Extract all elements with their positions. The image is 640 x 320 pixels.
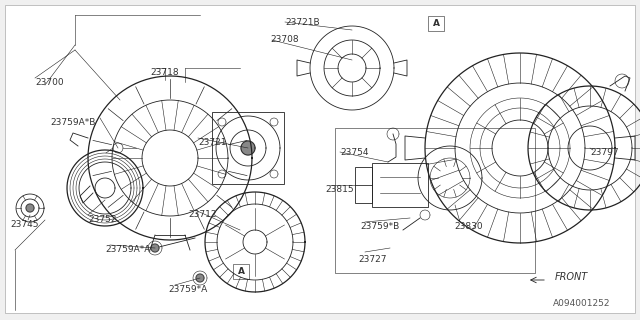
Text: A: A	[237, 267, 244, 276]
Text: 23754: 23754	[340, 148, 369, 157]
Text: 23721B: 23721B	[285, 18, 319, 27]
Polygon shape	[196, 274, 204, 282]
Bar	[372, 163, 428, 207]
Text: 23745: 23745	[10, 220, 38, 229]
Polygon shape	[241, 141, 255, 155]
Text: 23759*B: 23759*B	[360, 222, 399, 231]
Text: 23797: 23797	[590, 148, 619, 157]
Bar	[212, 112, 284, 184]
Text: 23721: 23721	[198, 138, 227, 147]
Text: 23700: 23700	[35, 78, 63, 87]
Text: 23759*A: 23759*A	[168, 285, 207, 294]
Bar	[335, 128, 535, 273]
Text: 23759A*B: 23759A*B	[50, 118, 95, 127]
Text: 23708: 23708	[270, 35, 299, 44]
Bar	[355, 167, 372, 203]
Polygon shape	[151, 244, 159, 252]
Text: A094001252: A094001252	[552, 299, 610, 308]
Text: 23752: 23752	[88, 215, 116, 224]
Text: 23759A*A: 23759A*A	[105, 245, 150, 254]
Text: 23830: 23830	[454, 222, 483, 231]
Text: 23712: 23712	[188, 210, 216, 219]
Text: 23727: 23727	[358, 255, 387, 264]
Text: 23718: 23718	[150, 68, 179, 77]
Text: FRONT: FRONT	[555, 272, 588, 282]
Text: 23815: 23815	[325, 185, 354, 194]
Text: A: A	[433, 19, 440, 28]
Polygon shape	[26, 204, 34, 212]
